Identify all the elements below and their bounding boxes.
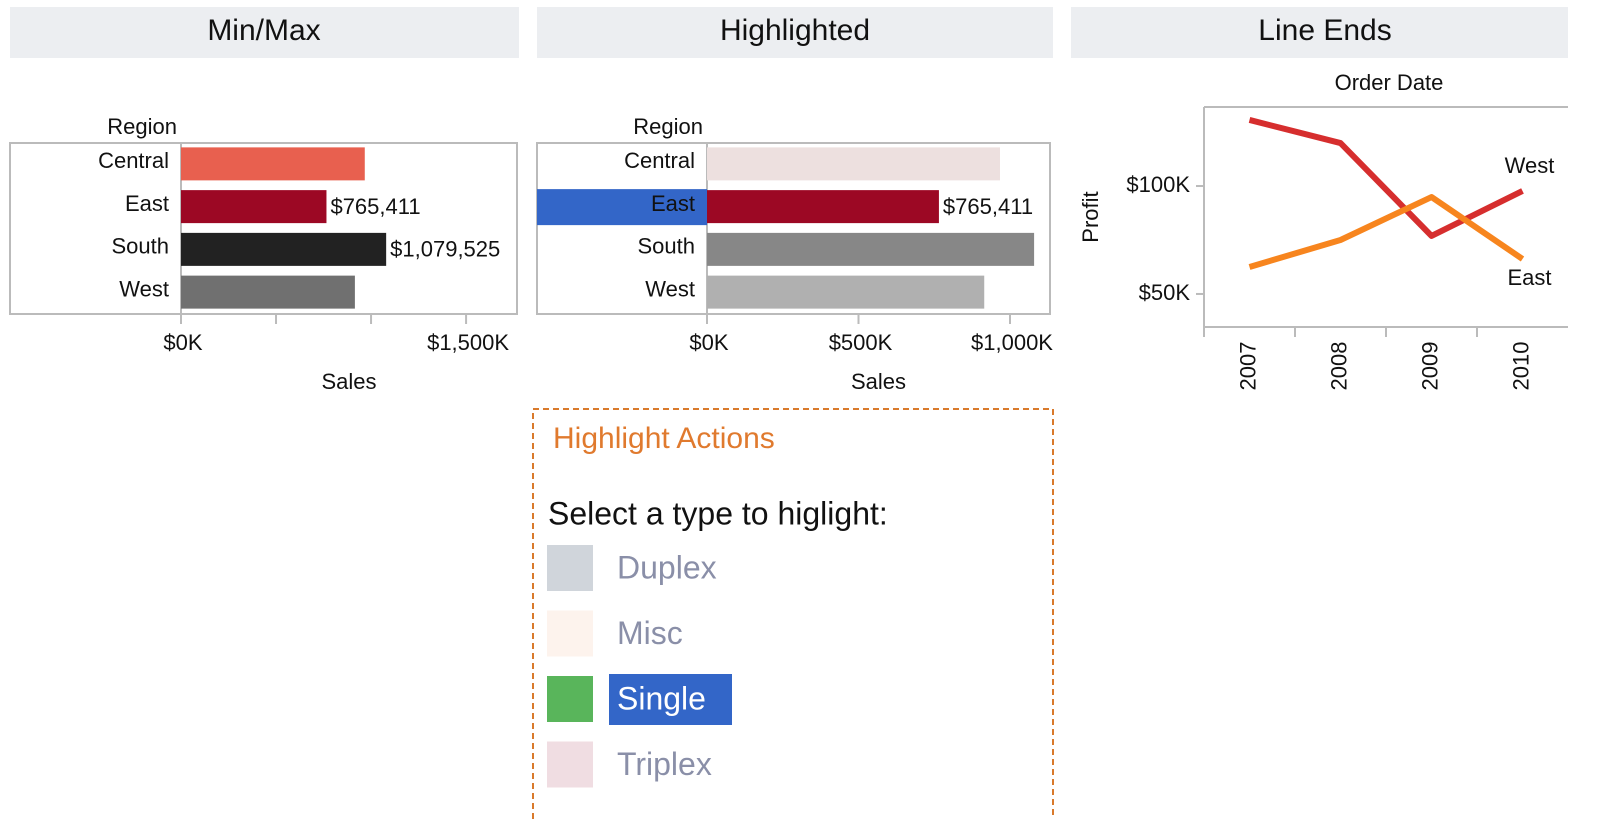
panel-title: Line Ends [1258,14,1391,47]
y-tick-label: East [651,191,695,216]
y-tick-label: $50K [1139,280,1191,305]
y-axis-title: Profit [1078,191,1103,242]
plot-frame [9,142,518,315]
category-title: Region [107,114,177,139]
legend-title: Highlight Actions [553,422,775,455]
bar [181,147,365,181]
y-tick-label: South [112,234,170,259]
panel-title: Highlighted [720,14,870,47]
x-axis-title: Order Date [1335,70,1444,95]
legend-prompt: Select a type to higlight: [548,495,888,531]
panel-header [537,7,1053,58]
panel-header [1071,7,1568,58]
legend-swatch [547,545,593,591]
y-tick-label: $100K [1126,172,1190,197]
legend-item: Triplex [617,746,712,782]
bar [181,232,387,266]
x-tick-label: $1,000K [971,330,1053,355]
legend-swatch [547,610,593,657]
legend-item: Duplex [617,549,717,585]
data-label: $765,411 [943,194,1033,219]
x-axis-title: Sales [321,369,376,394]
legend-swatch [547,741,593,788]
x-tick-label: 2009 [1417,342,1442,391]
panel-header [10,7,519,58]
legend-item: Misc [617,615,683,651]
y-tick-label: Central [98,148,169,173]
bar [707,275,985,309]
x-tick-label: $0K [689,330,728,355]
legend-item: Single [617,680,706,716]
series-label: West [1505,153,1555,178]
bar [707,147,1001,181]
y-tick-label: West [119,276,169,301]
x-tick-label: $0K [163,330,202,355]
y-tick-label: West [645,276,695,301]
bar [181,190,327,224]
bar [707,232,1035,266]
x-tick-label: $500K [829,330,893,355]
plot-frame [536,142,1051,315]
legend-swatch [547,676,593,722]
y-tick-label: Central [624,148,695,173]
bar [181,275,355,309]
x-tick-label: 2010 [1508,342,1533,391]
selected-band [609,674,732,725]
x-tick-label: 2007 [1235,342,1260,391]
x-tick-label: 2008 [1326,342,1351,391]
series-label: East [1507,265,1551,290]
panel-title: Min/Max [207,14,320,47]
highlight-band [537,189,707,226]
line-series [1248,117,1524,239]
x-axis-title: Sales [851,369,906,394]
line-series [1248,194,1525,270]
y-tick-label: South [638,234,696,259]
bar [707,190,939,224]
x-tick-label: $1,500K [427,330,509,355]
data-label: $1,079,525 [390,237,500,262]
legend-box [532,408,1054,819]
category-title: Region [633,114,703,139]
data-label: $765,411 [330,194,420,219]
y-tick-label: East [125,191,169,216]
